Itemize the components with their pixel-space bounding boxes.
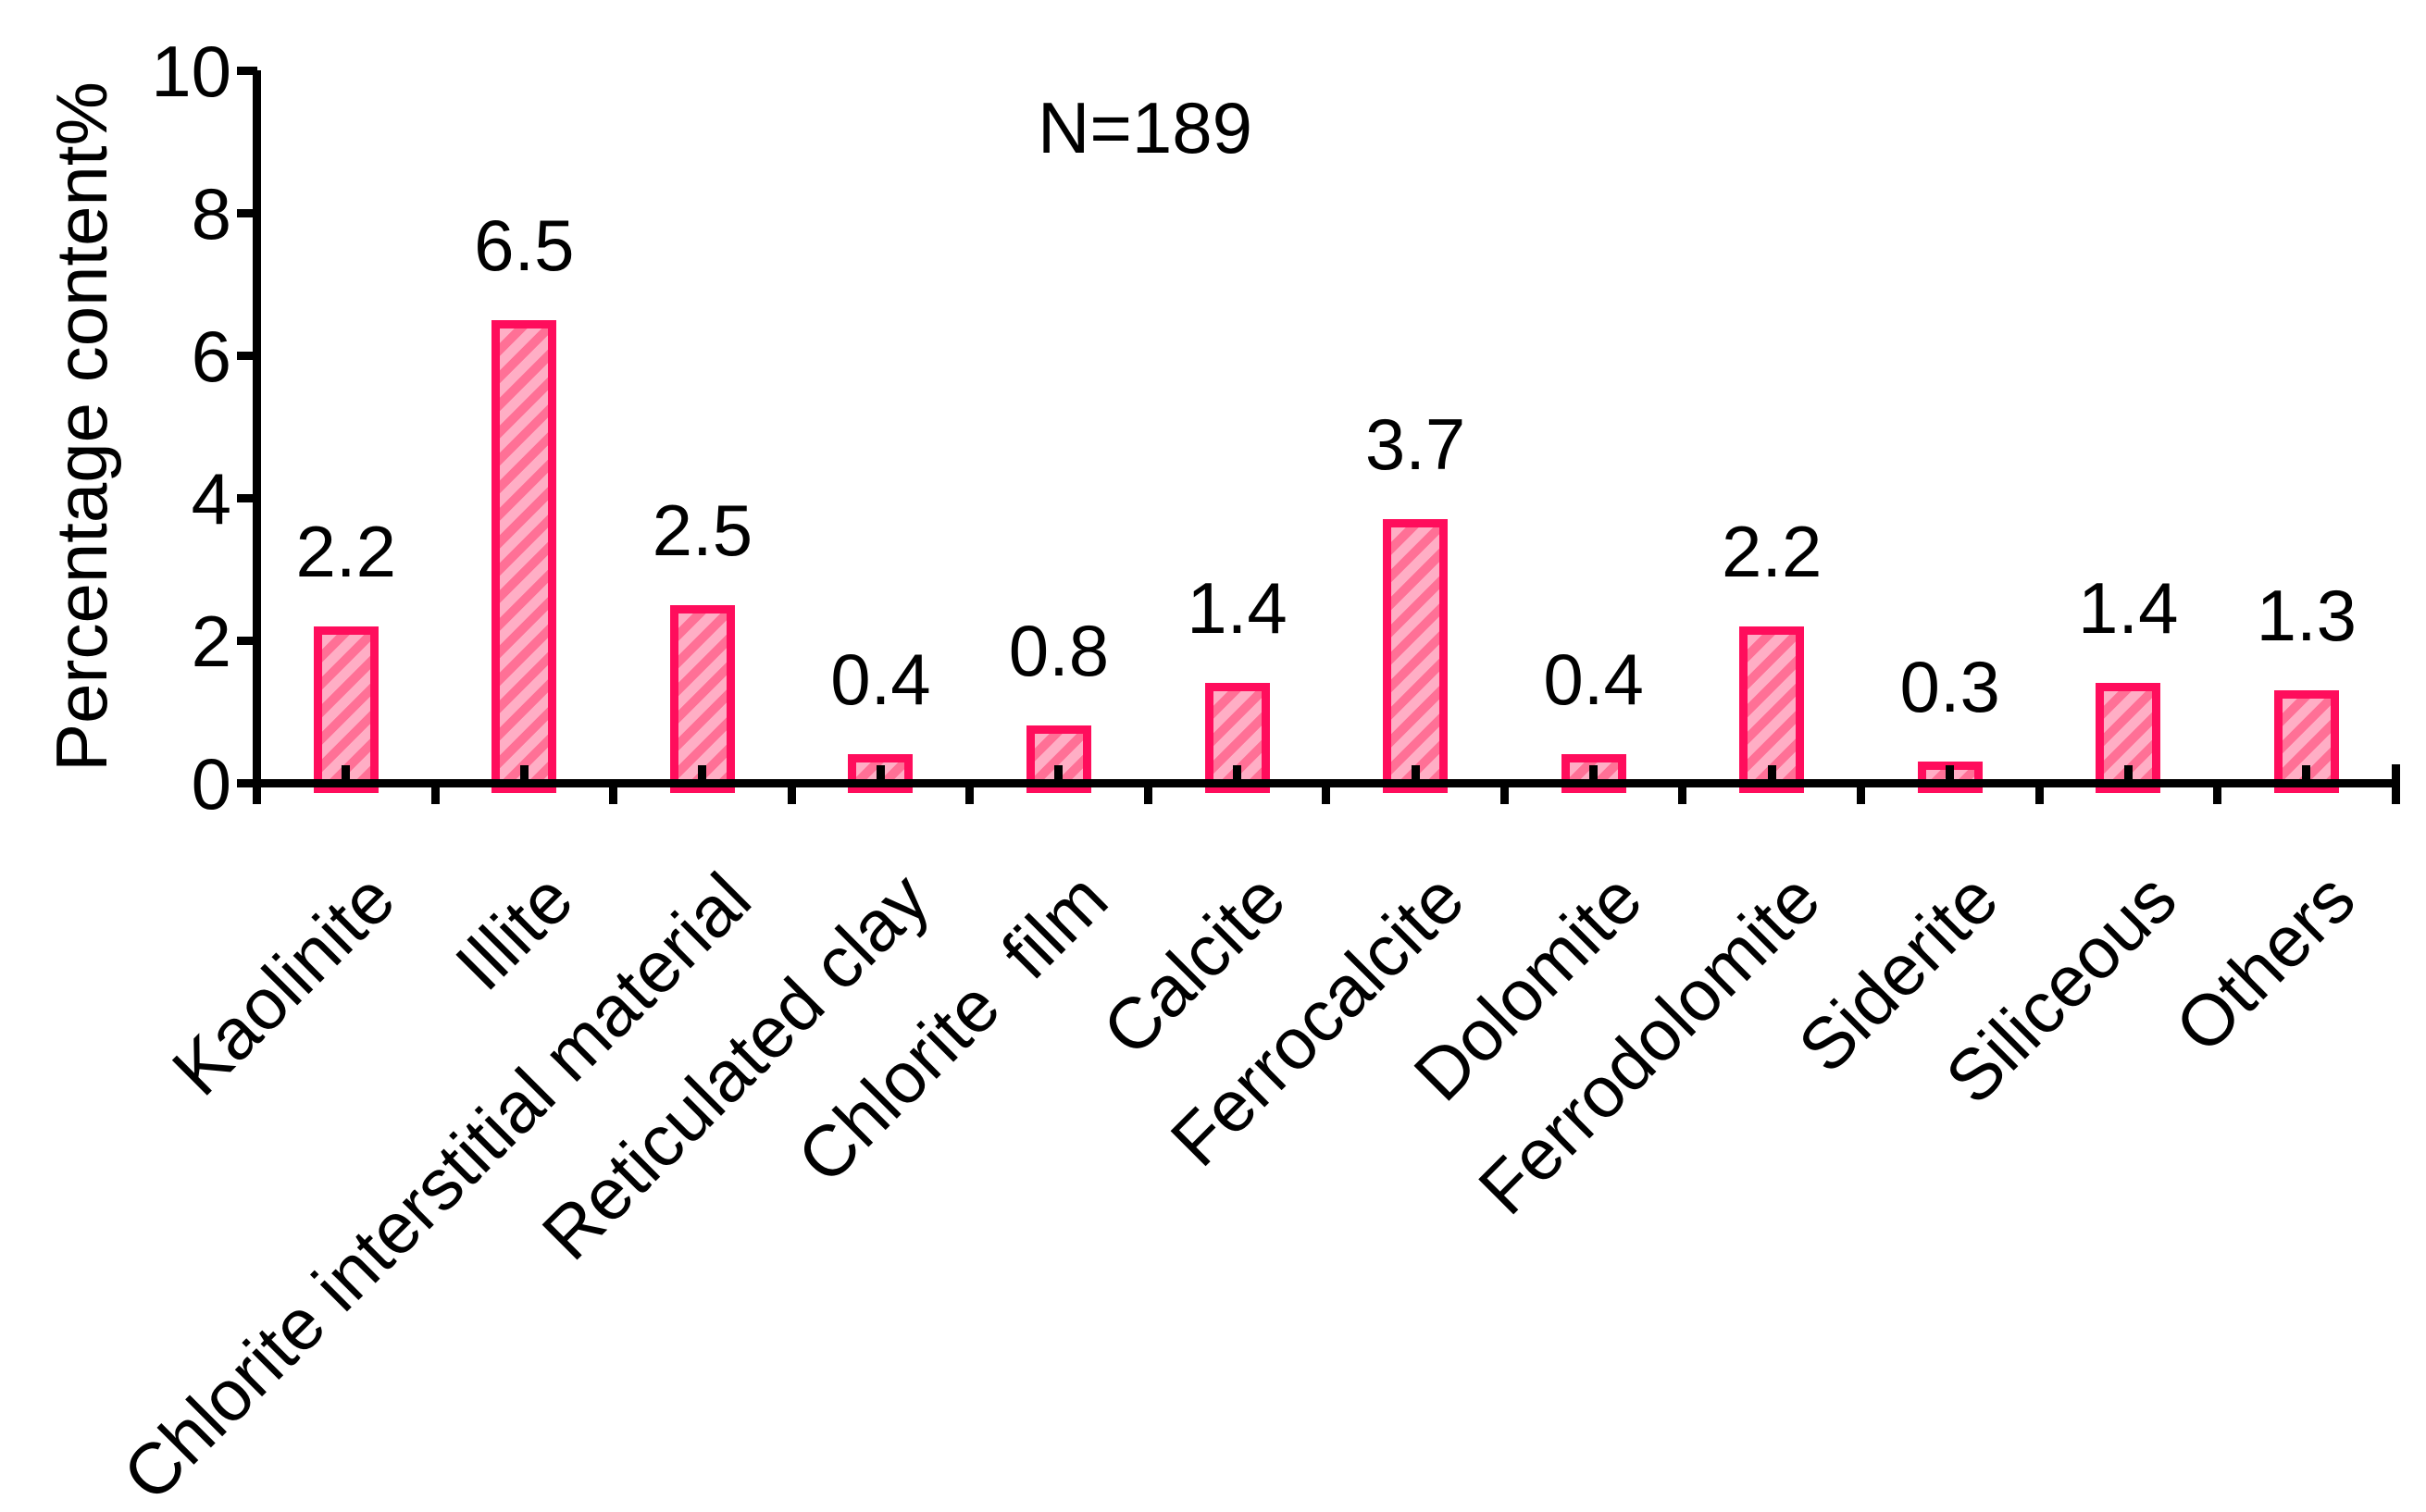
bar-chlorite-interstitial-material xyxy=(669,604,735,793)
y-tick-label: 0 xyxy=(191,743,231,824)
bar-value-label: 6.5 xyxy=(474,204,575,286)
x-minor-tick xyxy=(1233,765,1242,783)
y-tick xyxy=(237,66,257,75)
y-tick xyxy=(237,636,257,645)
bar-value-label: 2.2 xyxy=(1721,510,1823,592)
bar-value-label: 3.7 xyxy=(1364,403,1466,486)
x-minor-tick xyxy=(1054,765,1064,783)
category-label-others: Others xyxy=(2159,857,2370,1069)
x-minor-tick xyxy=(1411,765,1420,783)
y-tick xyxy=(237,208,257,217)
bar-value-label: 0.3 xyxy=(1899,645,2000,727)
x-minor-tick xyxy=(342,765,351,783)
bar-value-label: 2.2 xyxy=(295,510,396,592)
bar-value-label: 1.4 xyxy=(1187,567,1288,650)
x-boundary-tick xyxy=(2034,783,2044,804)
bar-value-label: 0.4 xyxy=(830,638,931,721)
x-boundary-tick xyxy=(1143,783,1152,804)
y-tick xyxy=(237,778,257,787)
bar-ferrocalcite xyxy=(1383,519,1449,793)
bar-value-label: 2.5 xyxy=(652,489,753,571)
x-minor-tick xyxy=(1589,765,1599,783)
x-minor-tick xyxy=(2302,765,2311,783)
category-label-kaolinite: Kaolinite xyxy=(156,857,410,1111)
x-minor-tick xyxy=(2123,765,2133,783)
y-tick-label: 2 xyxy=(191,601,231,682)
bar-illite xyxy=(491,319,557,793)
x-boundary-tick xyxy=(1322,783,1331,804)
y-axis-title: Percentage content% xyxy=(41,81,122,772)
bar-value-label: 1.3 xyxy=(2256,574,2358,656)
x-boundary-tick xyxy=(1678,783,1687,804)
y-tick-label: 10 xyxy=(151,31,231,112)
x-minor-tick xyxy=(519,765,529,783)
sample-size-annotation: N=189 xyxy=(1037,87,1253,168)
y-tick-label: 8 xyxy=(191,173,231,254)
x-boundary-tick xyxy=(1856,783,1865,804)
x-boundary-tick xyxy=(787,783,796,804)
x-minor-tick xyxy=(876,765,885,783)
bar-value-label: 0.8 xyxy=(1008,610,1110,692)
x-minor-tick xyxy=(1946,765,1955,783)
category-label-illite: Illite xyxy=(439,857,589,1006)
x-boundary-tick xyxy=(2213,783,2222,804)
x-axis-endcap xyxy=(2391,764,2400,804)
y-tick-label: 6 xyxy=(191,316,231,397)
x-boundary-tick xyxy=(965,783,975,804)
bar-value-label: 1.4 xyxy=(2078,567,2179,650)
y-tick xyxy=(237,351,257,360)
x-minor-tick xyxy=(698,765,707,783)
x-boundary-tick xyxy=(1499,783,1509,804)
y-tick xyxy=(237,493,257,502)
x-boundary-tick xyxy=(609,783,618,804)
bar-value-label: 0.4 xyxy=(1543,638,1644,721)
x-minor-tick xyxy=(1767,765,1776,783)
y-axis-line xyxy=(253,70,261,804)
y-tick-label: 4 xyxy=(191,458,231,539)
bar-ferrodolomite xyxy=(1739,626,1805,793)
bar-kaolinite xyxy=(313,626,379,793)
x-boundary-tick xyxy=(430,783,440,804)
